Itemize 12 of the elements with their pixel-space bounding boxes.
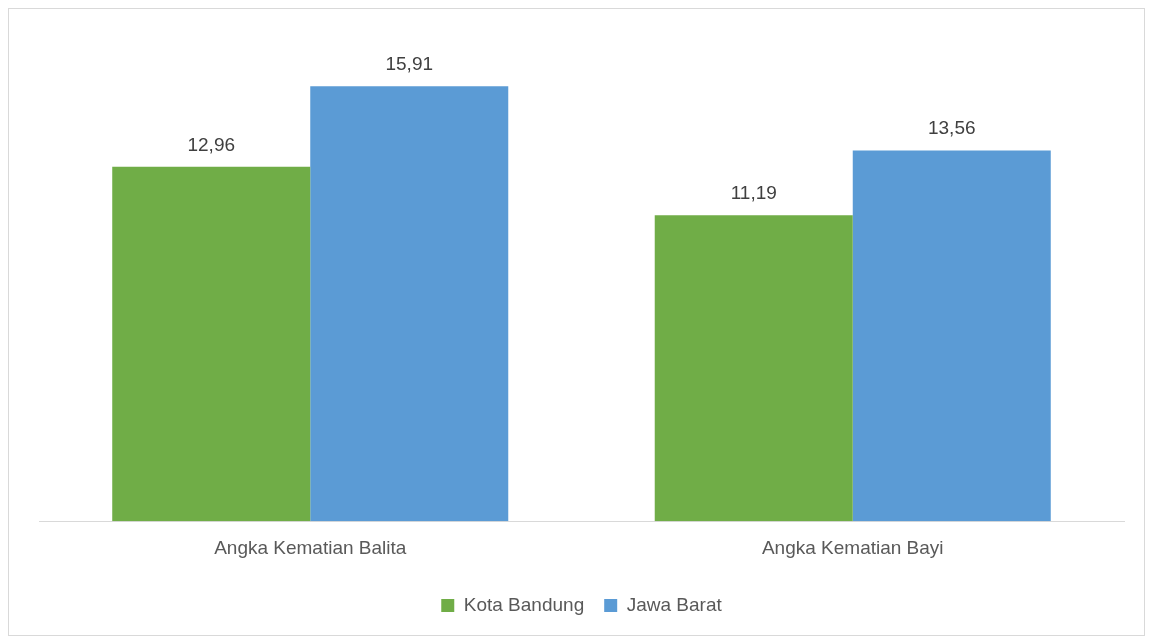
- legend-label: Jawa Barat: [626, 593, 723, 615]
- legend-label: Kota Bandung: [463, 593, 585, 615]
- data-label: 15,91: [385, 52, 434, 74]
- data-label: 12,96: [187, 133, 236, 155]
- data-label: 13,56: [927, 117, 976, 139]
- x-tick-label: Angka Kematian Bayi: [761, 536, 944, 558]
- data-label: 11,19: [730, 181, 777, 203]
- bar: [310, 86, 509, 522]
- bar: [852, 150, 1051, 522]
- x-tick-label: Angka Kematian Balita: [214, 536, 407, 558]
- bar: [112, 166, 311, 522]
- bar: [654, 215, 853, 522]
